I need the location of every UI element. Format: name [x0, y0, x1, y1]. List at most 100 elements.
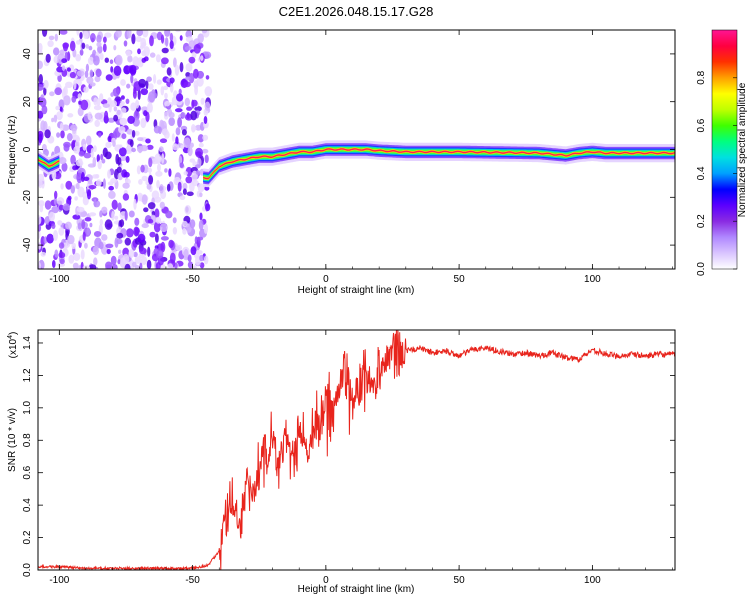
noise-blob	[187, 261, 193, 269]
noise-blob	[93, 55, 100, 66]
noise-blob	[48, 211, 56, 222]
noise-blob	[68, 254, 75, 264]
noise-blob	[47, 40, 54, 48]
noise-blob	[58, 204, 64, 211]
noise-blob	[59, 258, 65, 265]
noise-blob	[77, 93, 82, 100]
noise-blob	[113, 106, 118, 112]
noise-blob	[104, 151, 112, 160]
y-tick-label: 0.2	[22, 530, 33, 544]
noise-blob	[74, 196, 78, 201]
noise-blob	[175, 136, 179, 146]
noise-blob	[61, 58, 67, 64]
x-tick-label: -50	[185, 575, 200, 586]
noise-blob	[183, 171, 188, 176]
noise-blob	[181, 129, 187, 136]
noise-blob	[172, 227, 178, 235]
noise-blob	[83, 86, 89, 93]
noise-blob	[121, 133, 127, 140]
noise-blob	[66, 67, 71, 72]
noise-blob	[78, 151, 85, 157]
noise-blob	[87, 111, 93, 121]
noise-blob	[134, 130, 140, 136]
noise-blob	[122, 193, 130, 201]
noise-blob	[166, 183, 171, 192]
noise-blob	[189, 142, 194, 148]
noise-blob	[127, 55, 133, 63]
noise-blob	[203, 255, 209, 265]
noise-blob	[149, 35, 154, 47]
noise-blob	[157, 163, 161, 172]
noise-blob	[43, 86, 47, 96]
noise-blob	[142, 30, 149, 38]
noise-blob	[109, 59, 114, 64]
noise-blob	[138, 78, 147, 88]
noise-blob	[104, 110, 109, 120]
noise-blob	[195, 147, 203, 158]
y-scale-factor-exp: 4	[7, 335, 14, 339]
noise-blob	[38, 110, 44, 119]
noise-blob	[164, 30, 171, 37]
noise-blob	[141, 194, 148, 205]
noise-blob	[112, 140, 116, 147]
y-tick-label: 0.6	[22, 465, 33, 479]
noise-blob	[93, 257, 98, 266]
noise-blob	[59, 30, 68, 35]
noise-blob	[115, 153, 120, 165]
noise-blob	[197, 33, 204, 43]
noise-blob	[165, 37, 169, 47]
noise-blob	[177, 117, 183, 128]
colorbar: 0.0 0.2 0.4 0.6 0.8 Normalized spectral ampl…	[696, 29, 748, 276]
noise-blob	[116, 232, 124, 239]
noise-blob	[38, 229, 41, 240]
snr-series-line	[38, 330, 675, 570]
noise-blob	[98, 132, 102, 138]
noise-blob	[122, 182, 130, 189]
noise-blob	[204, 154, 209, 164]
x-tick-label: 100	[584, 575, 601, 586]
noise-blob	[105, 141, 112, 149]
noise-blob	[98, 241, 104, 250]
noise-blob	[39, 97, 47, 108]
noise-blob	[168, 168, 172, 177]
noise-blob	[93, 199, 97, 208]
noise-blob	[75, 40, 81, 45]
noise-blob	[116, 109, 121, 116]
noise-blob	[72, 214, 81, 220]
noise-blob	[146, 144, 154, 150]
noise-blob	[92, 245, 100, 256]
noise-blob	[137, 137, 144, 142]
noise-blob	[104, 32, 112, 38]
noise-blob	[110, 92, 114, 97]
noise-blob	[169, 252, 176, 264]
noise-blob	[199, 212, 203, 221]
noise-blob	[124, 263, 131, 269]
noise-blob	[155, 233, 159, 243]
noise-blob	[46, 233, 54, 244]
noise-blob	[76, 172, 83, 184]
noise-blob	[53, 47, 60, 56]
noise-blob	[60, 130, 65, 139]
noise-blob	[80, 249, 85, 260]
noise-blob	[81, 219, 86, 230]
noise-blob	[79, 32, 83, 39]
noise-blob	[182, 182, 188, 191]
colorbar-tick-label: 0.2	[696, 214, 707, 228]
noise-blob	[89, 222, 93, 228]
noise-blob	[38, 133, 43, 144]
noise-blob	[133, 110, 140, 121]
noise-blob	[155, 170, 163, 177]
noise-blob	[196, 236, 204, 241]
snr-panel: -100 -50 0 50 100 0.0 0.2 0.4 0.6 0.8 1.0 1.2 1.4 H…	[7, 329, 676, 595]
noise-blob	[38, 200, 45, 207]
noise-blob	[82, 144, 87, 151]
noise-blob	[104, 219, 113, 230]
y-tick-label: 0.8	[22, 433, 33, 447]
bottom-x-axis: -100 -50 0 50 100	[49, 330, 673, 586]
noise-blob	[133, 198, 137, 210]
noise-blob	[138, 148, 143, 154]
noise-blob	[203, 116, 208, 124]
noise-blob	[86, 227, 91, 236]
noise-blob	[71, 242, 76, 250]
noise-blob	[71, 95, 77, 103]
